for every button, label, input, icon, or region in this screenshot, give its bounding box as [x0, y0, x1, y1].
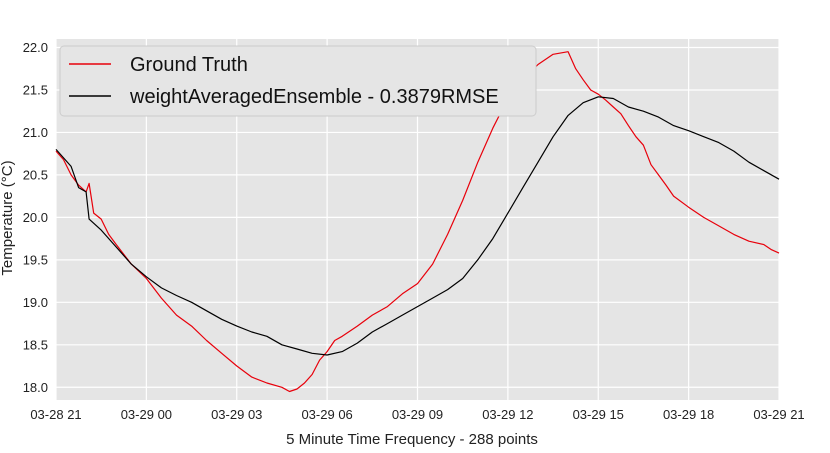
y-tick-label: 19.5: [23, 252, 48, 267]
x-tick-label: 03-28 21: [30, 407, 81, 422]
y-tick-label: 18.0: [23, 380, 48, 395]
x-tick-label: 03-29 03: [211, 407, 262, 422]
x-tick-label: 03-29 09: [392, 407, 443, 422]
x-tick-label: 03-29 00: [121, 407, 172, 422]
x-tick-label: 03-29 21: [753, 407, 804, 422]
y-tick-label: 21.0: [23, 125, 48, 140]
x-tick-label: 03-29 12: [482, 407, 533, 422]
y-tick-label: 18.5: [23, 337, 48, 352]
x-tick-label: 03-29 18: [663, 407, 714, 422]
x-axis-label: 5 Minute Time Frequency - 288 points: [286, 431, 538, 448]
y-tick-label: 21.5: [23, 82, 48, 97]
legend: Ground Truth weightAveragedEnsemble - 0.3…: [59, 45, 537, 117]
legend-entry-label: weightAveragedEnsemble - 0.3879RMSE: [129, 86, 499, 108]
y-tick-label: 22.0: [23, 40, 48, 55]
x-tick-label: 03-29 06: [301, 407, 352, 422]
legend-entry-label: Ground Truth: [130, 54, 248, 76]
legend-box: [59, 45, 537, 117]
series-line-ground-truth: [55, 51, 780, 393]
y-tick-label: 20.0: [23, 210, 48, 225]
y-tick-label: 20.5: [23, 167, 48, 182]
y-axis-label: Temperature (°C): [0, 160, 16, 275]
y-tick-label: 19.0: [23, 295, 48, 310]
series-lines: [55, 51, 780, 393]
series-line-weight-averaged-ensemble: [55, 96, 780, 356]
x-tick-label: 03-29 15: [573, 407, 624, 422]
tick-labels: 03-28 21 03-29 00 03-29 03 03-29 06 03-29 09…: [23, 40, 805, 422]
